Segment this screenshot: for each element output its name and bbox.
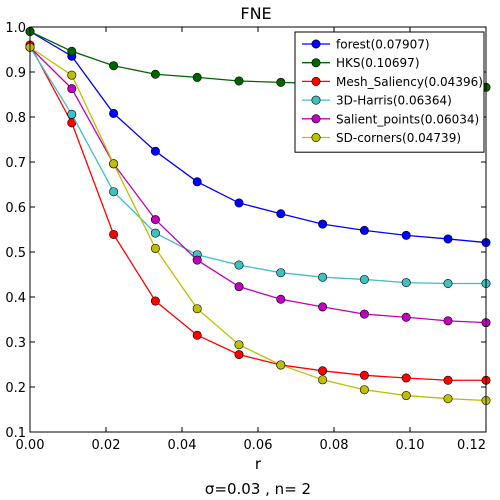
data-point [401, 373, 411, 383]
y-tick-label: 1.0 [5, 21, 26, 36]
data-point [109, 61, 119, 71]
data-point [359, 385, 369, 395]
data-point [150, 215, 160, 225]
y-tick-label: 0.5 [5, 246, 26, 261]
y-tick-label: 0.9 [5, 66, 26, 81]
series-layer [25, 26, 491, 405]
legend: forest(0.07907) HKS(0.10697) Mesh_Saliency… [294, 31, 485, 153]
y-tick-label: 0.6 [5, 201, 26, 216]
data-point [276, 209, 286, 219]
data-point [443, 394, 453, 404]
legend-swatch-marker [311, 58, 321, 68]
data-point [318, 375, 328, 385]
series-line [29, 30, 487, 244]
data-point [150, 243, 160, 253]
legend-label: SD-corners(0.04739) [336, 131, 461, 145]
data-point [443, 278, 453, 288]
series-0 [25, 26, 491, 248]
data-point [234, 340, 244, 350]
data-point [359, 309, 369, 319]
data-point [150, 69, 160, 79]
data-point [234, 260, 244, 270]
legend-swatch-marker [311, 76, 321, 86]
data-point [443, 375, 453, 385]
data-point [443, 316, 453, 326]
data-point [276, 268, 286, 278]
legend-label: forest(0.07907) [336, 38, 430, 52]
data-point [192, 304, 202, 314]
data-point [192, 255, 202, 265]
legend-swatch-marker [311, 133, 321, 143]
data-point [67, 46, 77, 56]
data-point [318, 272, 328, 282]
data-point [109, 159, 119, 169]
data-point [401, 278, 411, 288]
chart-title: FNE [240, 4, 271, 23]
legend-box [294, 31, 485, 153]
data-point [443, 234, 453, 244]
data-point [67, 70, 77, 80]
data-point [150, 146, 160, 156]
legend-label: 3D-Harris(0.06364) [336, 94, 452, 108]
plot-frame [29, 26, 487, 433]
data-point [67, 109, 77, 119]
x-tick-label: 0.04 [168, 438, 197, 453]
y-tick-label: 0.3 [5, 336, 26, 351]
x-tick-label: 0.02 [92, 438, 121, 453]
x-axis-label: r [255, 455, 262, 473]
y-tick-label: 0.8 [5, 111, 26, 126]
data-point [234, 76, 244, 86]
data-point [318, 366, 328, 376]
data-point [192, 330, 202, 340]
data-point [234, 198, 244, 208]
x-tick-label: 0.08 [320, 438, 349, 453]
data-point [401, 391, 411, 401]
data-point [109, 229, 119, 239]
data-point [318, 219, 328, 229]
legend-swatch-marker [311, 39, 321, 49]
y-tick-label: 0.4 [5, 291, 26, 306]
data-point [276, 77, 286, 87]
y-tick-label: 0.2 [5, 381, 26, 396]
data-point [150, 296, 160, 306]
y-tick-label: 0.7 [5, 156, 26, 171]
legend-label: HKS(0.10697) [336, 56, 420, 70]
legend-label: Mesh_Saliency(0.04396) [336, 75, 483, 89]
legend-swatch-marker [311, 114, 321, 124]
data-point [359, 274, 369, 284]
series-4 [25, 42, 491, 328]
data-point [276, 360, 286, 370]
series-line [29, 46, 486, 285]
x-tick-label: 0.12 [457, 438, 486, 453]
x-tick-label: 0.00 [16, 438, 45, 453]
data-point [318, 302, 328, 312]
series-line [29, 46, 487, 402]
data-point [234, 350, 244, 360]
data-point [401, 312, 411, 322]
data-point [234, 282, 244, 292]
axis-ticks: 0.00 0.02 0.04 0.06 0.08 0.10 0.12 0.1 0.2 0.3 0.4… [5, 21, 487, 453]
series-line [29, 46, 487, 324]
legend-swatch-marker [311, 95, 321, 105]
x-tick-label: 0.10 [396, 438, 425, 453]
data-point [109, 187, 119, 197]
data-point [192, 72, 202, 82]
data-point [359, 225, 369, 235]
data-point [359, 370, 369, 380]
data-point [150, 228, 160, 238]
y-tick-label: 0.1 [5, 426, 26, 441]
series-line [29, 44, 486, 381]
chart-caption: σ=0.03 , n= 2 [205, 480, 311, 498]
data-point [192, 177, 202, 187]
data-point [67, 84, 77, 94]
legend-label: Salient_points(0.06034) [336, 112, 479, 126]
x-tick-label: 0.06 [244, 438, 273, 453]
data-point [276, 294, 286, 304]
data-point [401, 230, 411, 240]
data-point [109, 108, 119, 118]
